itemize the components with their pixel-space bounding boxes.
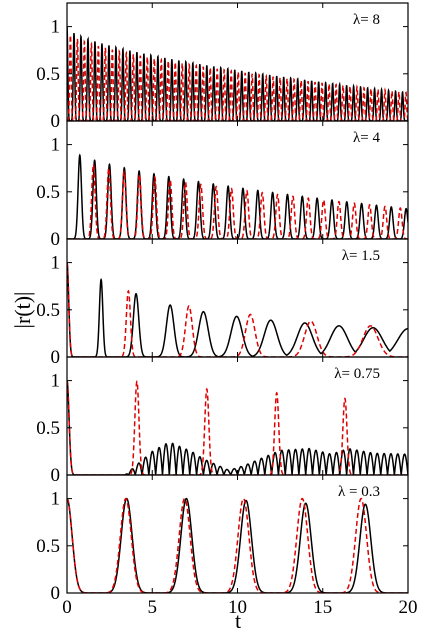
series-dashed-line	[67, 162, 408, 239]
y-tick-label: 0	[51, 229, 61, 250]
y-tick-label: 1	[51, 371, 61, 392]
panel-3: 0 0.5 1 λ= 1.5	[36, 238, 409, 368]
y-tick-label: 0.5	[36, 64, 60, 85]
y-tick-label: 0.5	[36, 418, 60, 439]
panel-2: 0 0.5 1 λ= 4	[36, 120, 409, 250]
y-tick-label: 1	[51, 489, 61, 510]
x-axis-label: t	[235, 608, 241, 633]
y-tick-label: 0	[51, 465, 61, 486]
panel-label: λ= 0.75	[334, 366, 380, 382]
y-axis-label: |r(t)|	[10, 292, 35, 329]
x-tick-label: 0	[62, 597, 72, 618]
panel-4: 0 0.5 1 λ= 0.75	[36, 356, 409, 486]
panel-label: λ= 4	[353, 130, 380, 146]
series-dashed-line	[67, 497, 408, 593]
series-solid-line	[67, 380, 408, 475]
panel-label: λ= 1.5	[342, 248, 380, 264]
y-tick-label: 0.5	[36, 182, 60, 203]
panels: 0 0.5 1 λ= 8 0 0.5 1 λ= 4 0 0.5 1 λ= 1.5 0 0.5 1 λ= 0.7…	[36, 2, 418, 618]
series-solid-line	[67, 153, 408, 239]
series-dashed-line	[67, 262, 408, 357]
y-tick-label: 0	[51, 583, 61, 604]
y-tick-label: 1	[51, 135, 61, 156]
y-tick-label: 0.5	[36, 300, 60, 321]
y-tick-label: 1	[51, 253, 61, 274]
series-solid-line	[67, 497, 408, 593]
x-tick-label: 5	[148, 597, 158, 618]
series-dashed-line	[67, 35, 408, 121]
panel-label: λ= 8	[353, 12, 380, 28]
y-tick-label: 0.5	[36, 536, 60, 557]
y-tick-label: 1	[51, 17, 61, 38]
x-tick-label: 15	[313, 597, 332, 618]
panel-label: λ = 0.3	[338, 484, 380, 500]
panel-1: 0 0.5 1 λ= 8	[36, 2, 409, 132]
y-tick-label: 0	[51, 347, 61, 368]
series-solid-line	[67, 262, 408, 357]
x-tick-label: 20	[399, 597, 418, 618]
series-dashed-line	[67, 380, 408, 475]
y-tick-label: 0	[51, 111, 61, 132]
panel-5: 00.510 5 10 15 20λ = 0.3	[36, 474, 418, 618]
x-tick-label: 10	[228, 597, 247, 618]
